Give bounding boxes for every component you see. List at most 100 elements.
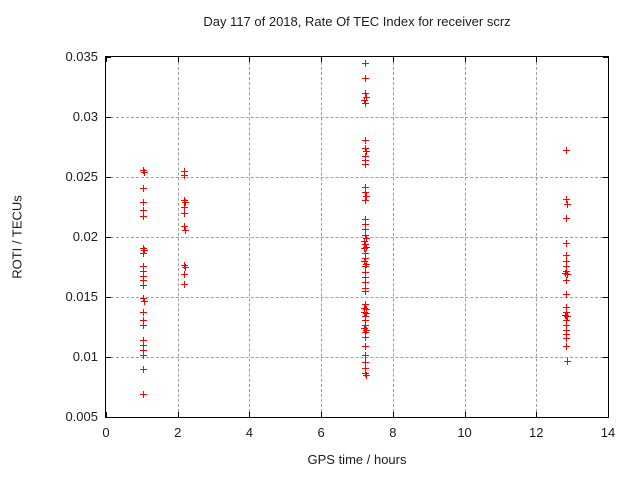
plus-marker-vline <box>364 90 366 98</box>
plus-marker-vline <box>366 306 368 314</box>
data-point <box>180 281 188 288</box>
data-point <box>562 146 570 154</box>
data-point <box>180 197 188 204</box>
data-point <box>361 90 369 98</box>
plus-marker-vline <box>143 391 144 399</box>
x-tick-top <box>249 57 251 62</box>
data-point <box>361 249 369 257</box>
y-tick-left <box>106 57 111 58</box>
plus-marker-vline <box>143 199 144 207</box>
data-point <box>562 215 570 222</box>
plus-marker-vline <box>566 357 568 365</box>
plus-marker-vline <box>564 270 566 278</box>
data-point <box>140 366 147 374</box>
data-point <box>180 171 188 179</box>
plus-marker-vline <box>366 235 368 243</box>
data-point <box>562 343 570 351</box>
plus-marker-vline <box>143 167 144 174</box>
data-point <box>563 313 571 321</box>
x-tick-label: 0 <box>102 425 110 440</box>
chart-title: Day 117 of 2018, Rate Of TEC Index for r… <box>203 14 511 29</box>
y-tick-right <box>603 417 608 418</box>
data-point <box>562 317 570 324</box>
plus-marker-vline <box>143 308 144 316</box>
y-gridline <box>106 117 608 118</box>
x-tick-bottom <box>177 412 179 417</box>
x-tick-bottom <box>249 412 251 417</box>
data-point <box>363 309 371 317</box>
data-point <box>361 333 369 341</box>
plus-marker-vline <box>143 347 144 354</box>
plus-marker-vline <box>143 317 144 324</box>
y-gridline <box>106 177 608 178</box>
plus-marker-vline <box>366 193 368 201</box>
plus-marker-vline <box>183 204 185 212</box>
plus-marker-vline <box>364 221 366 228</box>
data-point <box>562 263 570 270</box>
data-point <box>360 237 368 245</box>
plus-marker-vline <box>565 258 567 266</box>
data-point <box>360 325 368 333</box>
plus-marker-vline <box>364 137 366 144</box>
data-point <box>562 267 570 275</box>
data-point <box>563 357 571 365</box>
plus-marker-vline <box>364 301 366 309</box>
plus-marker-vline <box>364 188 366 196</box>
plus-marker-vline <box>144 169 146 177</box>
plus-marker-vline <box>143 185 144 192</box>
data-point <box>180 223 188 231</box>
x-tick-top <box>608 57 609 62</box>
plus-marker-vline <box>364 197 366 204</box>
plus-marker-vline <box>363 245 365 252</box>
plus-marker-vline <box>143 282 144 290</box>
data-point <box>361 183 369 191</box>
x-tick-label: 4 <box>245 425 254 440</box>
data-point <box>360 258 368 266</box>
plus-marker-vline <box>143 277 144 285</box>
data-point <box>140 308 147 316</box>
y-tick-label: 0.03 <box>72 109 98 124</box>
data-point <box>140 249 147 257</box>
data-point <box>361 269 369 276</box>
data-point <box>562 308 570 316</box>
y-tick-right <box>603 177 608 178</box>
plus-marker-vline <box>143 212 144 220</box>
data-point <box>361 221 369 228</box>
plus-marker-vline <box>566 313 568 321</box>
plus-marker-vline <box>363 258 365 266</box>
data-point <box>140 167 147 174</box>
plus-marker-vline <box>565 343 567 351</box>
data-point <box>363 93 371 101</box>
plus-marker-vline <box>364 161 366 168</box>
data-point <box>562 303 570 311</box>
data-point <box>140 206 147 214</box>
data-point <box>181 199 189 207</box>
data-point <box>140 277 147 285</box>
plus-marker-vline <box>364 369 366 377</box>
plus-marker-vline <box>565 303 567 311</box>
plus-marker-vline <box>143 337 144 345</box>
data-point <box>562 252 570 260</box>
data-point <box>361 284 369 292</box>
data-point <box>361 278 369 286</box>
data-point <box>363 147 371 155</box>
data-point <box>361 359 369 366</box>
plus-marker-vline <box>366 372 368 380</box>
plus-marker-vline <box>364 278 366 286</box>
y-axis-label: ROTI / TECUs <box>9 195 25 279</box>
plus-marker-vline <box>364 225 366 233</box>
data-point <box>141 247 149 255</box>
data-point <box>140 351 147 359</box>
plus-marker-vline <box>184 227 186 234</box>
data-point <box>562 331 570 339</box>
plus-marker-vline <box>183 171 185 179</box>
y-tick-left <box>106 177 111 178</box>
data-point <box>140 391 147 399</box>
data-point <box>180 168 188 176</box>
plus-marker-vline <box>366 243 368 251</box>
data-point <box>562 258 570 266</box>
plus-marker-vline <box>364 317 366 324</box>
data-point <box>563 200 571 208</box>
data-point <box>140 282 147 290</box>
